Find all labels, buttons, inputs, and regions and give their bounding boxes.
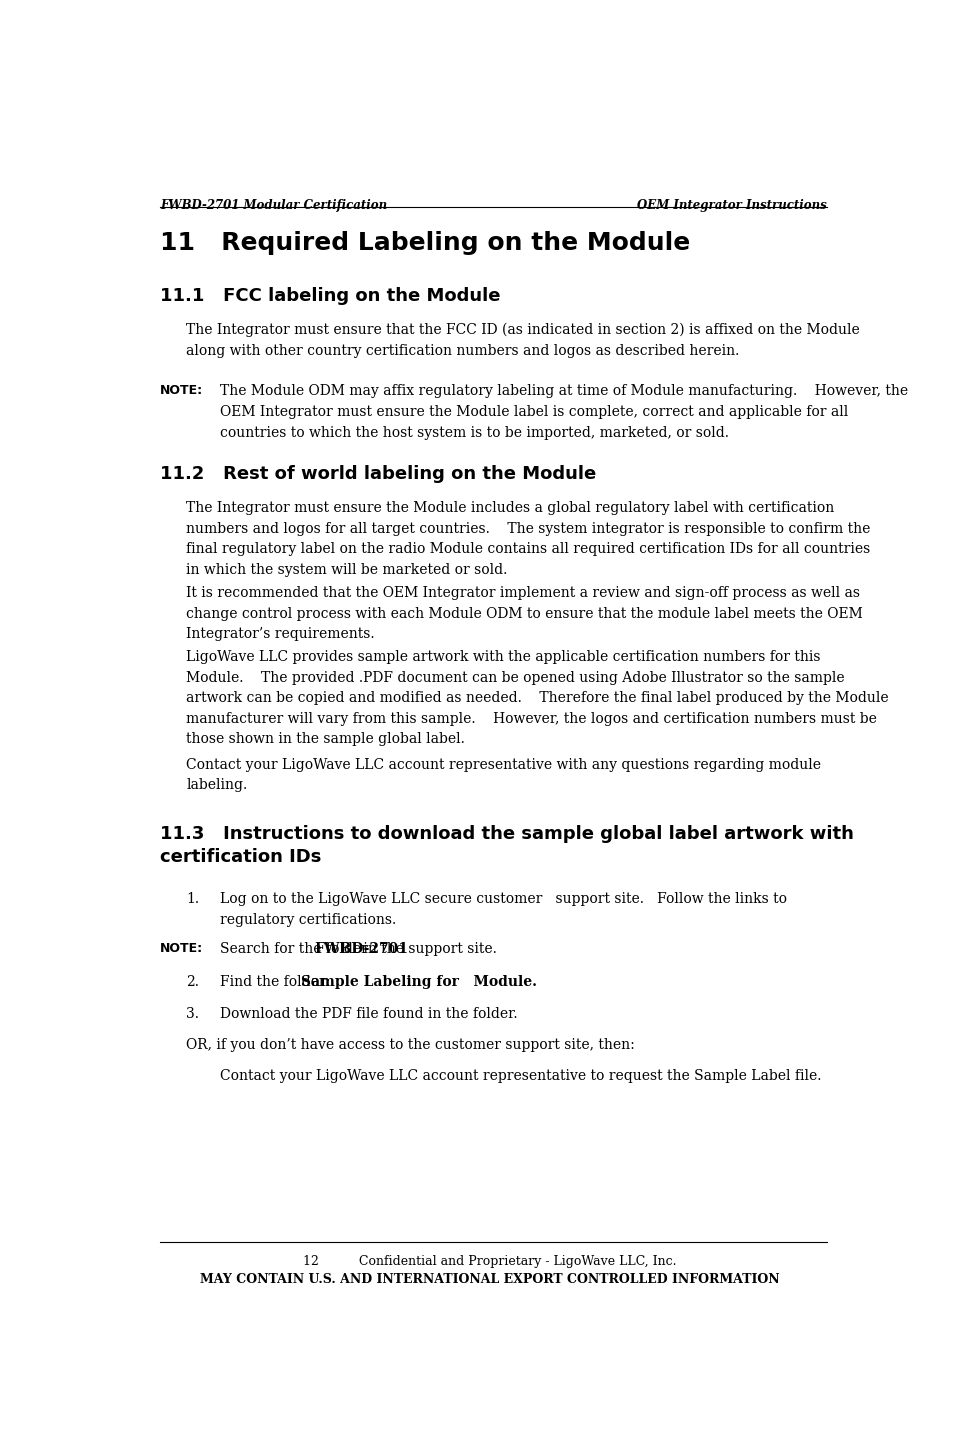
Text: NOTE:: NOTE:: [161, 942, 204, 955]
Text: NOTE:: NOTE:: [161, 384, 204, 397]
Text: Find the folder:: Find the folder:: [220, 976, 343, 989]
Text: Search for the folder: Search for the folder: [220, 942, 372, 955]
Text: OR, if you don’t have access to the customer support site, then:: OR, if you don’t have access to the cust…: [186, 1038, 635, 1053]
Text: MAY CONTAIN U.S. AND INTERNATIONAL EXPORT CONTROLLED INFORMATION: MAY CONTAIN U.S. AND INTERNATIONAL EXPOR…: [200, 1274, 780, 1287]
Text: Sample Labeling for   Module.: Sample Labeling for Module.: [301, 976, 537, 989]
Text: LigoWave LLC provides sample artwork with the applicable certification numbers f: LigoWave LLC provides sample artwork wit…: [186, 649, 889, 747]
Text: OEM Integrator Instructions: OEM Integrator Instructions: [638, 199, 827, 213]
Text: 11.1   FCC labeling on the Module: 11.1 FCC labeling on the Module: [161, 287, 501, 304]
Text: It is recommended that the OEM Integrator implement a review and sign-off proces: It is recommended that the OEM Integrato…: [186, 587, 863, 642]
Text: 11.3   Instructions to download the sample global label artwork with
certificati: 11.3 Instructions to download the sample…: [161, 826, 854, 866]
Text: Contact your LigoWave LLC account representative to request the Sample Label fil: Contact your LigoWave LLC account repres…: [220, 1069, 821, 1083]
Text: The Module ODM may affix regulatory labeling at time of Module manufacturing.   : The Module ODM may affix regulatory labe…: [220, 384, 907, 440]
Text: Log on to the LigoWave LLC secure customer   support site.   Follow the links to: Log on to the LigoWave LLC secure custom…: [220, 893, 787, 927]
Text: in the support site.: in the support site.: [359, 942, 497, 955]
Text: Download the PDF file found in the folder.: Download the PDF file found in the folde…: [220, 1006, 517, 1021]
Text: FWBD-2701: FWBD-2701: [315, 942, 408, 955]
Text: Contact your LigoWave LLC account representative with any questions regarding mo: Contact your LigoWave LLC account repres…: [186, 757, 821, 792]
Text: The Integrator must ensure the Module includes a global regulatory label with ce: The Integrator must ensure the Module in…: [186, 501, 871, 577]
Text: 2.: 2.: [186, 976, 199, 989]
Text: 3.: 3.: [186, 1006, 199, 1021]
Text: 11   Required Labeling on the Module: 11 Required Labeling on the Module: [161, 232, 690, 255]
Text: 11.2   Rest of world labeling on the Module: 11.2 Rest of world labeling on the Modul…: [161, 464, 597, 483]
Text: FWBD-2701 Modular Certification: FWBD-2701 Modular Certification: [161, 199, 387, 213]
Text: The Integrator must ensure that the FCC ID (as indicated in section 2) is affixe: The Integrator must ensure that the FCC …: [186, 323, 860, 358]
Text: 12          Confidential and Proprietary - LigoWave LLC, Inc.: 12 Confidential and Proprietary - LigoWa…: [303, 1255, 677, 1268]
Text: 1.: 1.: [186, 893, 199, 906]
